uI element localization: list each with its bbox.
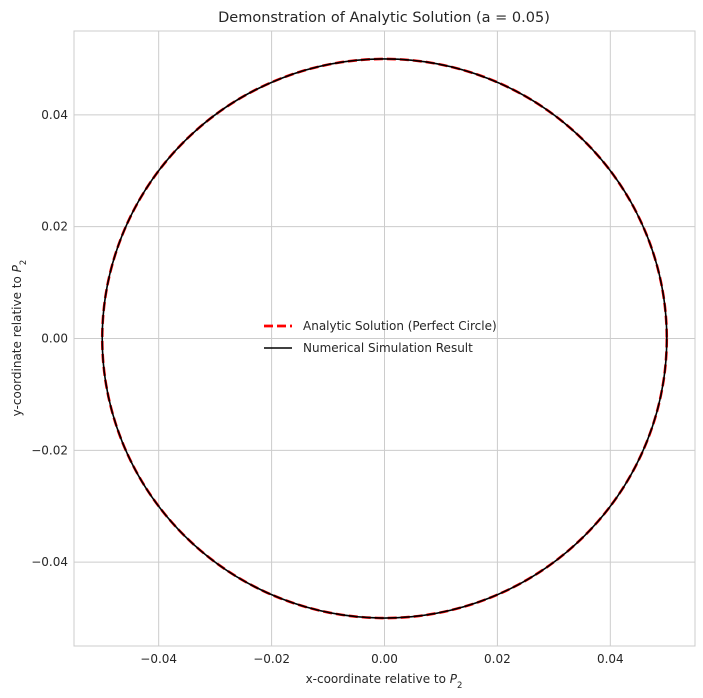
plot-area: −0.04 −0.02 0.00 0.02 0.04 −0.04 −0.02 0.00 0.02… <box>31 30 696 666</box>
legend-entry: Analytic Solution (Perfect Circle) <box>303 319 497 333</box>
x-tick-label: −0.04 <box>140 652 177 666</box>
y-tick-label: −0.02 <box>31 443 68 457</box>
y-tick-label: 0.00 <box>41 332 68 346</box>
x-tick-label: 0.04 <box>597 652 624 666</box>
numerical-simulation-line <box>101 58 668 619</box>
legend-entry: Numerical Simulation Result <box>303 341 473 355</box>
y-tick-label: −0.04 <box>31 555 68 569</box>
x-tick-label: 0.00 <box>371 652 398 666</box>
y-tick-label: 0.04 <box>41 108 68 122</box>
chart-title: Demonstration of Analytic Solution (a = … <box>218 10 550 26</box>
y-tick-label: 0.02 <box>41 220 68 234</box>
x-tick-label: 0.02 <box>484 652 511 666</box>
y-axis-label: y-coordinate relative to P2 <box>10 260 29 417</box>
x-tick-label: −0.02 <box>253 652 290 666</box>
legend: Analytic Solution (Perfect Circle) Numeri… <box>264 319 497 355</box>
axes-frame <box>73 30 696 647</box>
x-axis-label: x-coordinate relative to P2 <box>306 672 463 691</box>
